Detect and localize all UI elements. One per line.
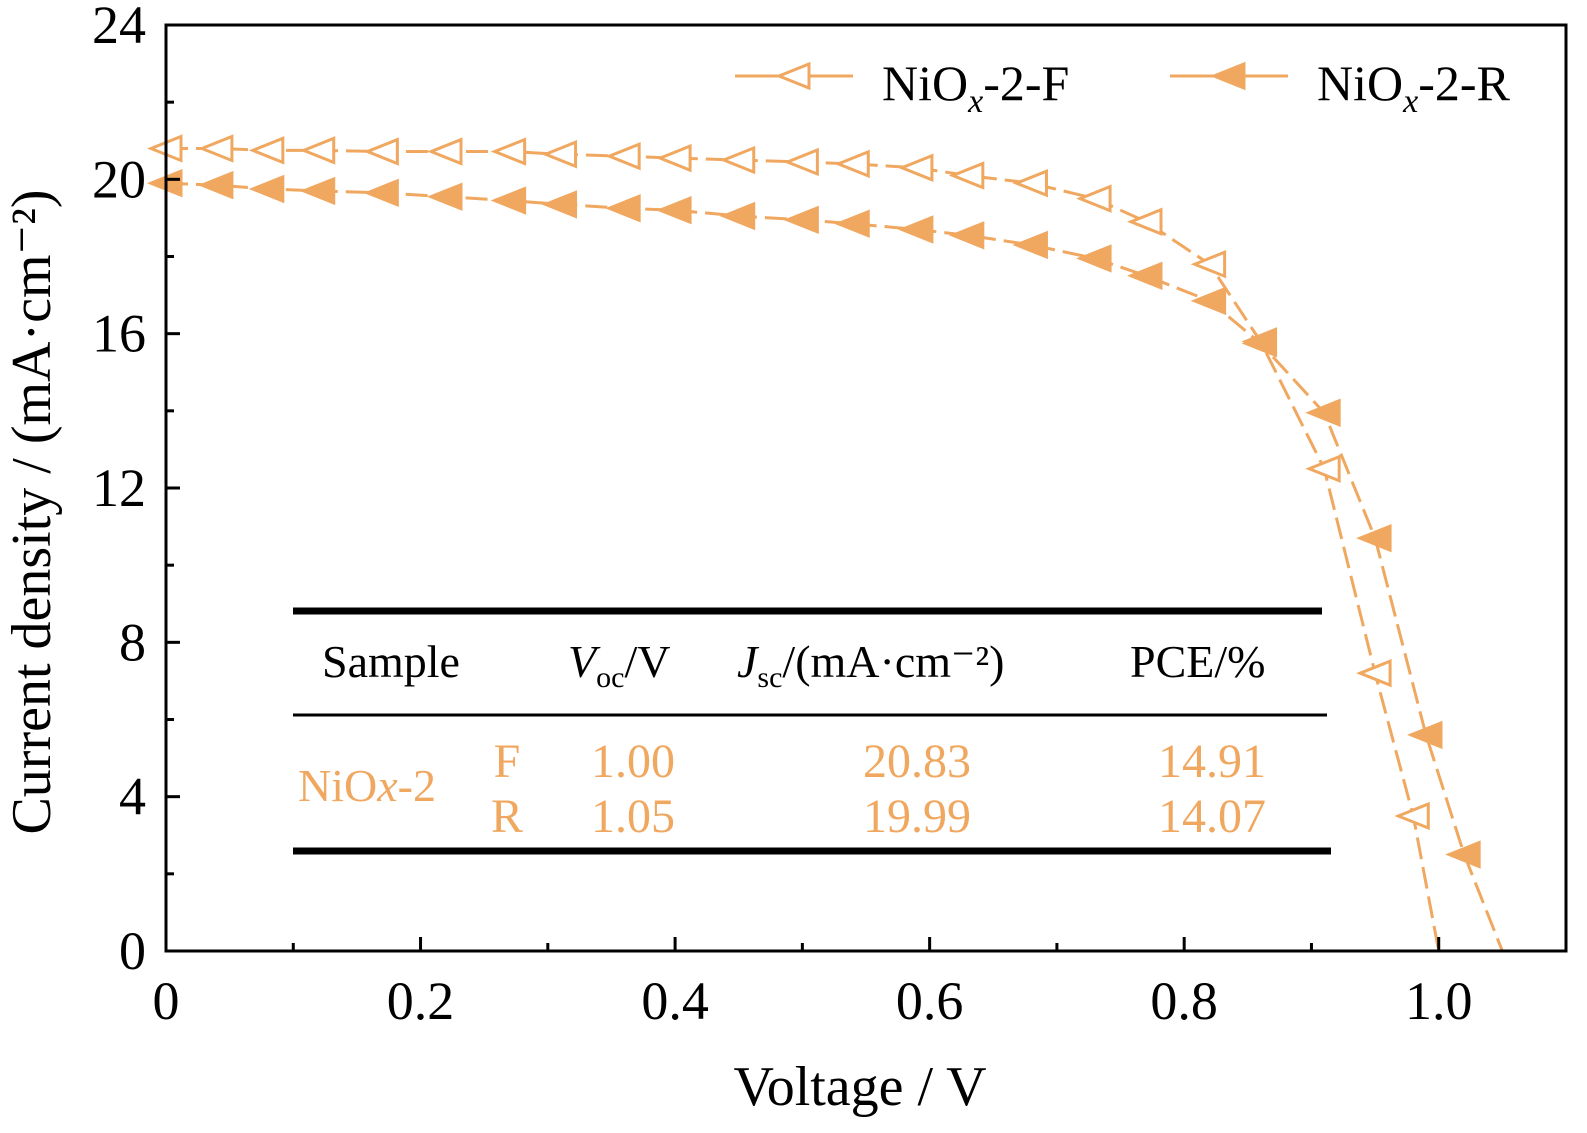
series-layer <box>146 134 1504 952</box>
data-point <box>1126 207 1163 236</box>
data-point <box>1406 720 1443 750</box>
table-cell-voc: 1.00 <box>591 735 675 788</box>
table-cell-jsc: 20.83 <box>863 735 971 788</box>
x-tick-label: 0 <box>153 971 180 1031</box>
data-point <box>1241 329 1278 358</box>
series-NiOx-2-R <box>146 168 1504 952</box>
data-point <box>490 137 527 166</box>
data-point <box>1356 658 1392 688</box>
data-point <box>656 143 692 173</box>
data-point <box>1126 261 1163 291</box>
data-point <box>605 194 641 223</box>
series-line <box>165 181 1504 952</box>
data-point <box>363 178 399 208</box>
table-header: Voc/V <box>568 636 670 694</box>
legend: NiOx-2-F NiOx-2-R <box>735 55 1511 120</box>
data-point <box>1076 244 1112 273</box>
x-tick-label: 0.6 <box>896 971 964 1031</box>
data-point <box>1305 398 1341 427</box>
legend-entry: NiOx-2-F <box>735 55 1069 120</box>
data-point <box>719 145 756 175</box>
data-point <box>1445 840 1481 869</box>
table-header: Jsc/(mA·cm⁻²) <box>737 636 1004 694</box>
data-point <box>783 205 819 235</box>
data-point <box>1356 523 1392 553</box>
table-cell-pce: 14.91 <box>1158 735 1266 788</box>
legend-label: NiOx-2-R <box>1317 55 1511 120</box>
series-line <box>166 146 1441 952</box>
data-point <box>1305 454 1341 483</box>
data-point <box>783 147 819 177</box>
legend-marker <box>774 61 811 91</box>
table-cell-jsc: 19.99 <box>863 790 971 843</box>
x-tick-label: 0.2 <box>387 971 455 1031</box>
data-point <box>948 161 985 190</box>
data-point <box>541 190 578 219</box>
y-tick-label: 8 <box>119 612 146 672</box>
data-point <box>1394 801 1430 831</box>
table-cell-scan: R <box>491 790 523 843</box>
y-tick-label: 12 <box>92 458 146 518</box>
data-point <box>1076 184 1112 213</box>
y-tick-label: 20 <box>92 149 146 209</box>
y-axis-title: Current density / (mA·cm⁻²) <box>1 189 63 834</box>
y-tick-label: 0 <box>119 921 146 981</box>
table-row: R 1.05 19.99 14.07 <box>491 790 1266 843</box>
table-header: Sample <box>322 636 460 687</box>
data-point <box>656 195 692 225</box>
data-point <box>490 186 527 215</box>
data-point <box>1012 168 1048 198</box>
x-tick-label: 0.4 <box>641 971 709 1031</box>
data-point <box>1190 286 1227 316</box>
data-point <box>197 170 234 200</box>
data-point <box>363 137 399 166</box>
data-point <box>897 153 934 182</box>
x-tick-label: 0.8 <box>1150 971 1218 1031</box>
data-point <box>541 140 578 169</box>
legend-label: NiOx-2-F <box>882 55 1069 120</box>
data-point <box>834 209 870 238</box>
data-point <box>426 182 463 211</box>
data-point <box>248 174 285 204</box>
data-point <box>1012 230 1048 260</box>
y-tick-label: 16 <box>92 304 146 364</box>
x-tick-label: 1.0 <box>1405 971 1473 1031</box>
legend-entry: NiOx-2-R <box>1170 55 1511 120</box>
y-tick-label: 4 <box>119 767 146 827</box>
x-axis-title: Voltage / V <box>733 1056 986 1118</box>
table-cell-pce: 14.07 <box>1158 790 1266 843</box>
data-point <box>426 137 463 166</box>
table-header: PCE/% <box>1130 636 1265 687</box>
table-row: F 1.00 20.83 14.91 <box>494 735 1266 788</box>
data-point <box>299 176 336 206</box>
y-tick-label: 24 <box>92 0 146 55</box>
data-point <box>834 149 870 179</box>
data-point <box>719 201 756 231</box>
results-table: Sample Voc/V Jsc/(mA·cm⁻²) PCE/% NiOx-2 F 1.00… <box>293 607 1331 855</box>
table-cell-voc: 1.05 <box>591 790 675 843</box>
data-point <box>897 215 934 244</box>
table-cell-scan: F <box>494 735 521 788</box>
data-point <box>248 136 285 165</box>
data-point <box>605 141 641 171</box>
legend-marker <box>1209 61 1246 91</box>
data-point <box>948 221 985 250</box>
data-point <box>1190 250 1227 279</box>
data-point <box>197 134 234 163</box>
data-point <box>299 136 336 165</box>
table-sample-name: NiOx-2 <box>298 760 436 811</box>
